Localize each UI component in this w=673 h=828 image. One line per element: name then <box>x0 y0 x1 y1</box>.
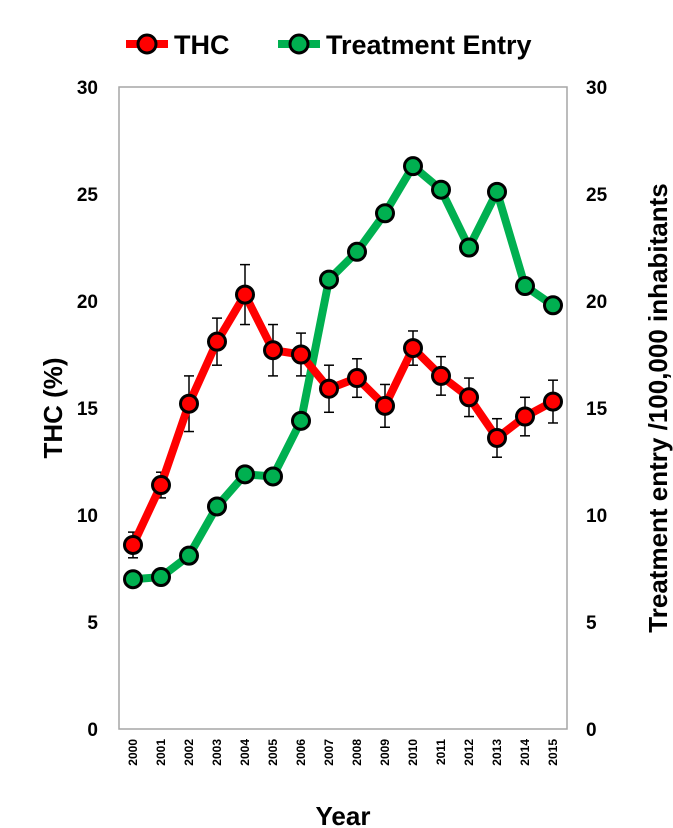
right-axis-title: Treatment entry /100,000 inhabitants <box>643 183 673 632</box>
x-tick-label: 2010 <box>406 739 420 766</box>
data-point <box>319 378 339 399</box>
data-point <box>291 344 311 365</box>
x-tick-label: 2005 <box>266 739 280 766</box>
data-point <box>375 395 395 416</box>
x-tick-label: 2009 <box>378 739 392 766</box>
data-point <box>347 368 367 389</box>
data-point <box>179 393 199 414</box>
data-point <box>403 338 423 359</box>
x-tick-label: 2011 <box>434 739 448 765</box>
right-tick-label: 20 <box>586 292 607 313</box>
data-point <box>207 331 227 352</box>
data-point <box>291 410 311 431</box>
series-layer <box>123 156 563 590</box>
legend-thc-marker <box>136 33 158 55</box>
series-thc <box>123 263 563 559</box>
data-point <box>403 156 423 177</box>
x-tick-label: 2012 <box>462 739 476 766</box>
right-tick-label: 5 <box>586 613 597 634</box>
left-tick-label: 20 <box>77 292 98 313</box>
data-point <box>459 237 479 258</box>
data-point <box>487 181 507 202</box>
plot-area <box>118 86 568 730</box>
data-point <box>207 496 227 517</box>
data-point <box>123 569 143 590</box>
right-tick-label: 0 <box>586 720 597 741</box>
data-point <box>431 365 451 386</box>
legend-treatment-marker <box>288 33 310 55</box>
data-point <box>543 295 563 316</box>
data-point <box>235 464 255 485</box>
x-tick-label: 2004 <box>238 739 252 766</box>
data-point <box>235 284 255 305</box>
data-point <box>431 179 451 200</box>
data-point <box>263 466 283 487</box>
series-treatment-entry <box>123 156 563 590</box>
data-point <box>151 567 171 588</box>
right-tick-label: 15 <box>586 399 608 420</box>
left-tick-label: 10 <box>77 506 98 527</box>
left-axis-title: THC (%) <box>38 357 68 458</box>
x-tick-label: 2014 <box>518 739 532 766</box>
legend: THC Treatment Entry <box>126 30 532 60</box>
left-axis-ticks: 0 5 10 15 20 25 30 <box>77 78 99 741</box>
x-tick-label: 2000 <box>126 739 140 766</box>
data-point <box>543 391 563 412</box>
x-axis-title: Year <box>316 801 371 828</box>
legend-treatment-label: Treatment Entry <box>326 30 532 60</box>
x-tick-label: 2003 <box>210 739 224 766</box>
left-tick-label: 25 <box>77 185 99 206</box>
data-point <box>151 475 171 496</box>
x-tick-label: 2015 <box>546 739 560 766</box>
x-tick-label: 2007 <box>322 739 336 766</box>
left-tick-label: 0 <box>87 720 98 741</box>
data-point <box>515 406 535 427</box>
right-axis-ticks: 0 5 10 15 20 25 30 <box>586 78 608 741</box>
data-point <box>319 269 339 290</box>
series-line <box>129 290 555 547</box>
left-tick-label: 15 <box>77 399 99 420</box>
data-point <box>347 241 367 262</box>
data-point <box>515 276 535 297</box>
data-point <box>123 534 143 555</box>
data-point <box>375 203 395 224</box>
x-axis-ticks: 2000 2001 2002 2003 2004 2005 2006 2007 2008 2009… <box>126 739 560 766</box>
x-tick-label: 2002 <box>182 739 196 766</box>
data-point <box>179 545 199 566</box>
x-tick-label: 2013 <box>490 739 504 766</box>
right-tick-label: 30 <box>586 78 607 99</box>
right-tick-label: 25 <box>586 185 608 206</box>
right-tick-label: 10 <box>586 506 607 527</box>
x-tick-label: 2006 <box>294 739 308 766</box>
legend-thc-label: THC <box>174 30 230 60</box>
data-point <box>459 387 479 408</box>
left-tick-label: 30 <box>77 78 98 99</box>
x-tick-label: 2008 <box>350 739 364 766</box>
data-point <box>263 340 283 361</box>
x-tick-label: 2001 <box>154 739 168 766</box>
left-tick-label: 5 <box>87 613 98 634</box>
series-line <box>132 162 556 584</box>
data-point <box>487 427 507 448</box>
